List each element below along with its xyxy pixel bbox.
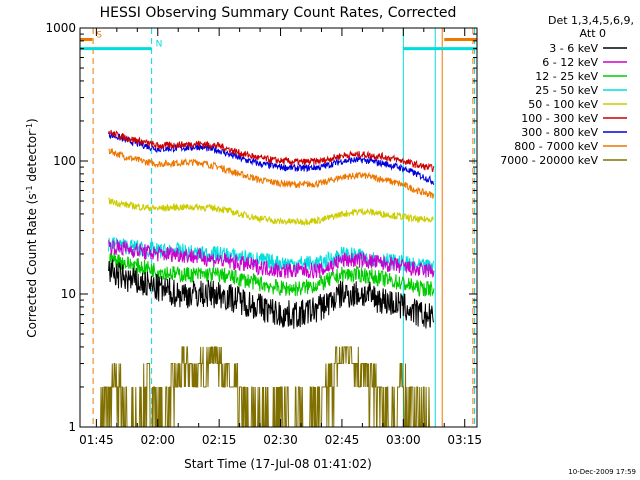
series-line-8 — [100, 346, 430, 427]
series-line-1 — [108, 239, 435, 279]
legend-label-1: 6 - 12 keV — [542, 56, 598, 69]
x-axis-label: Start Time (17-Jul-08 01:41:02) — [184, 457, 372, 471]
x-tick-label-2: 02:15 — [202, 433, 237, 447]
x-tick-label-6: 03:15 — [447, 433, 482, 447]
legend-label-4: 50 - 100 keV — [528, 98, 598, 111]
x-tick-label-3: 02:30 — [263, 433, 298, 447]
plot-area: SN — [80, 28, 477, 427]
legend-subtitle: Att 0 — [580, 27, 606, 40]
series-line-7 — [108, 148, 435, 199]
x-tick-label-5: 03:00 — [386, 433, 421, 447]
y-axis-label-sup1: -1 — [25, 185, 34, 193]
y-axis-label-main: Corrected Count Rate (s — [25, 193, 39, 337]
footer-date: 10-Dec-2009 17:59 — [568, 468, 636, 476]
series-line-5 — [108, 129, 435, 172]
series-line-4 — [108, 197, 435, 227]
y-tick-label-1: 10 — [61, 287, 76, 301]
flag-label-2: N — [156, 40, 163, 50]
legend-label-8: 7000 - 20000 keV — [500, 154, 598, 167]
x-tick-label-1: 02:00 — [140, 433, 175, 447]
plot-frame — [79, 27, 478, 428]
flag-label-0: S — [96, 30, 102, 40]
legend-label-6: 300 - 800 keV — [521, 126, 598, 139]
legend-label-7: 800 - 7000 keV — [514, 140, 598, 153]
x-tick-label-4: 02:45 — [325, 433, 360, 447]
y-axis-label-end: ) — [25, 118, 39, 123]
y-tick-label-2: 100 — [53, 154, 76, 168]
series-line-2 — [108, 250, 435, 297]
legend-title: Det 1,3,4,5,6,9, — [548, 14, 634, 27]
legend-label-0: 3 - 6 keV — [549, 42, 598, 55]
axes: 01:45 02:00 02:15 02:30 02:45 03:00 03:15 1 10 10… — [45, 21, 482, 447]
series-line-0 — [108, 259, 435, 329]
chart-title: HESSI Observing Summary Count Rates, Cor… — [100, 5, 457, 21]
legend-label-3: 25 - 50 keV — [535, 84, 598, 97]
y-axis-label: Corrected Count Rate (s-1 detector-1) — [25, 118, 40, 337]
legend-label-2: 12 - 25 keV — [535, 70, 598, 83]
x-tick-label-0: 01:45 — [79, 433, 114, 447]
legend-label-5: 100 - 300 keV — [521, 112, 598, 125]
y-axis-label-mid: detector — [25, 131, 39, 186]
y-tick-label-0: 1 — [68, 420, 76, 434]
y-tick-label-3: 1000 — [45, 21, 76, 35]
y-axis-label-sup2: -1 — [25, 123, 34, 131]
